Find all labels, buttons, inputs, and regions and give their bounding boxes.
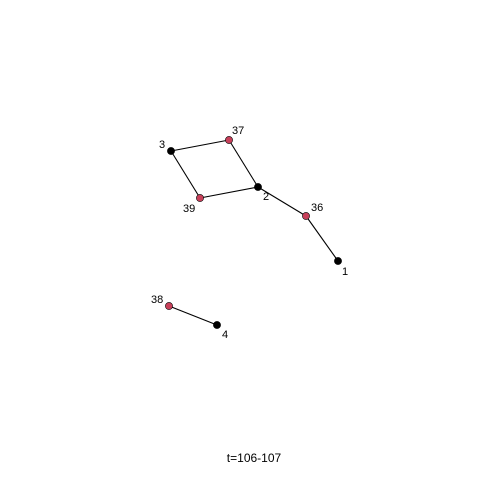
node-label-3: 3 bbox=[159, 139, 165, 151]
node-label-1: 1 bbox=[342, 266, 348, 278]
edges-layer bbox=[168, 139, 339, 326]
node-38 bbox=[165, 302, 173, 310]
edge-3-39 bbox=[170, 150, 201, 199]
edge-3-37 bbox=[170, 139, 230, 152]
time-window-caption: t=106-107 bbox=[227, 451, 282, 465]
node-label-2: 2 bbox=[263, 191, 269, 203]
node-2 bbox=[254, 183, 262, 191]
node-1 bbox=[334, 257, 342, 265]
node-36 bbox=[302, 212, 310, 220]
node-label-37: 37 bbox=[232, 125, 244, 137]
edge-38-4 bbox=[168, 305, 218, 326]
labels-layer: 1 2 3 4 36 37 38 39 bbox=[151, 125, 348, 341]
node-39 bbox=[196, 194, 204, 202]
node-label-36: 36 bbox=[311, 202, 323, 214]
node-3 bbox=[167, 147, 175, 155]
edge-2-36 bbox=[257, 186, 307, 217]
node-label-39: 39 bbox=[183, 203, 195, 215]
nodes-layer bbox=[165, 136, 342, 329]
edge-39-2 bbox=[199, 186, 259, 199]
edge-37-2 bbox=[228, 139, 259, 188]
node-4 bbox=[213, 321, 221, 329]
node-37 bbox=[225, 136, 233, 144]
node-label-4: 4 bbox=[222, 329, 228, 341]
node-label-38: 38 bbox=[151, 294, 163, 306]
edge-36-1 bbox=[305, 215, 339, 262]
